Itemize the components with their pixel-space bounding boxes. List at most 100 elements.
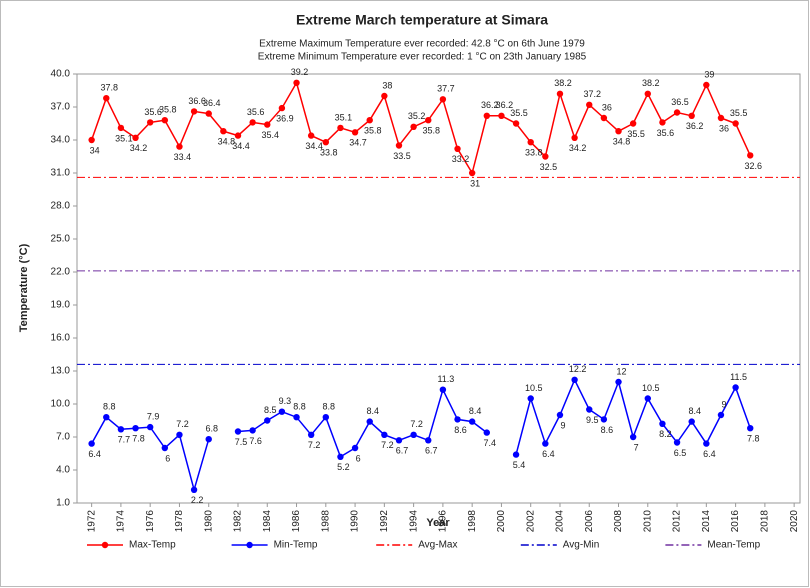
data-label: 37.7: [437, 84, 455, 94]
point: [176, 431, 183, 438]
subtitle: Extreme Maximum Temperature ever recorde…: [259, 39, 585, 50]
legend-label: Max-Temp: [129, 540, 176, 551]
point: [468, 418, 476, 425]
point: [659, 420, 666, 427]
point: [161, 117, 169, 124]
data-label: 36: [602, 102, 612, 112]
data-label: 12: [617, 366, 627, 376]
point: [88, 440, 95, 447]
point: [717, 114, 725, 122]
legend-label: Min-Temp: [274, 540, 318, 551]
data-label: 12.2: [569, 364, 587, 374]
data-label: 8.8: [293, 402, 306, 412]
data-label: 7.4: [484, 438, 497, 448]
legend-label: Mean-Temp: [707, 540, 760, 551]
x-axis-label: Year: [426, 517, 450, 529]
x-tick-label: 1974: [116, 510, 127, 533]
point: [366, 117, 373, 124]
point: [337, 453, 344, 460]
data-label: 36.6: [188, 96, 206, 106]
data-label: 9: [560, 420, 565, 430]
data-label: 9.5: [586, 415, 599, 425]
data-label: 34.8: [218, 137, 236, 147]
y-tick-label: 22.0: [51, 267, 71, 278]
point: [703, 81, 710, 89]
point: [103, 95, 110, 102]
data-label: 7: [634, 442, 639, 452]
point: [117, 124, 125, 132]
point: [190, 486, 198, 493]
data-label: 8.6: [454, 425, 467, 435]
data-label: 34.4: [305, 141, 323, 151]
point: [673, 109, 681, 116]
data-label: 39.2: [291, 67, 309, 77]
y-axis-label: Temperature (°C): [18, 243, 30, 332]
point: [454, 145, 461, 152]
point: [673, 439, 681, 446]
data-label: 35.6: [144, 107, 162, 117]
point: [249, 427, 256, 434]
point: [586, 101, 593, 109]
data-label: 5.2: [337, 462, 350, 472]
data-label: 36.5: [671, 97, 689, 107]
data-label: 8.2: [659, 429, 672, 439]
point: [717, 411, 725, 419]
x-tick-label: 2006: [584, 510, 595, 533]
data-label: 35.8: [159, 105, 177, 115]
data-label: 37.8: [101, 83, 119, 93]
point: [556, 90, 564, 98]
y-tick-label: 4.0: [56, 465, 70, 476]
data-label: 7.6: [249, 436, 262, 446]
y-tick-label: 10.0: [51, 399, 71, 410]
point: [629, 433, 637, 441]
point: [307, 431, 315, 438]
point: [278, 408, 286, 415]
data-label: 35.8: [364, 126, 382, 136]
data-label: 35.1: [335, 112, 353, 122]
point: [234, 132, 242, 139]
point: [425, 437, 432, 444]
legend-label: Avg-Max: [418, 540, 457, 551]
x-tick-label: 2016: [730, 510, 741, 533]
data-label: 38.2: [642, 78, 660, 88]
data-label: 8.4: [469, 406, 482, 416]
y-tick-label: 19.0: [51, 300, 71, 311]
point: [234, 428, 242, 435]
point: [176, 143, 183, 150]
data-label: 37.2: [583, 89, 601, 99]
data-label: 10.5: [525, 383, 543, 393]
data-label: 8.4: [366, 406, 379, 416]
data-label: 11.5: [730, 372, 747, 382]
point: [644, 395, 651, 402]
point: [600, 416, 608, 423]
x-tick-label: 1986: [291, 510, 302, 533]
y-tick-label: 31.0: [51, 168, 71, 179]
data-label: 34.4: [232, 141, 250, 151]
data-label: 33.8: [320, 148, 338, 158]
data-label: 39: [704, 69, 714, 79]
point: [688, 418, 695, 425]
data-label: 35.2: [408, 111, 426, 121]
data-label: 35.5: [627, 129, 645, 139]
data-label: 7.8: [747, 434, 760, 444]
point: [454, 416, 461, 423]
point: [410, 431, 417, 438]
y-tick-label: 40.0: [51, 69, 71, 80]
data-label: 8.5: [264, 405, 277, 415]
x-tick-label: 1972: [86, 510, 97, 533]
point: [366, 418, 373, 425]
point: [439, 96, 447, 103]
data-label: 34.7: [349, 138, 367, 148]
y-tick-label: 7.0: [56, 432, 70, 443]
data-label: 6: [165, 453, 170, 463]
point: [264, 121, 271, 128]
point: [732, 384, 739, 391]
x-tick-label: 1976: [145, 510, 156, 533]
y-tick-label: 25.0: [51, 234, 71, 245]
data-label: 31: [470, 178, 480, 188]
data-label: 33.4: [174, 152, 192, 162]
point: [307, 132, 315, 139]
point: [337, 124, 344, 132]
point: [571, 134, 578, 141]
